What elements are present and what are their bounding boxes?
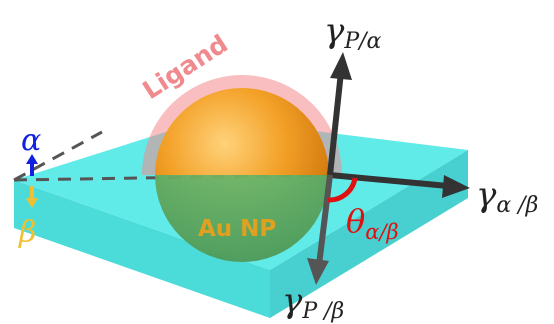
gold-nanoparticle-bottom [155,175,329,262]
dashed-edge-back [13,130,103,182]
gamma-alpha-beta-subscript: α /β [496,193,538,218]
beta-arrowhead [26,198,38,208]
particle-label: Au NP [198,216,276,242]
beta-label: β [18,215,36,250]
alpha-arrowhead [26,154,38,164]
gamma-p-alpha-label: γP/α [324,11,382,54]
gamma-p-beta-symbol: γ [282,281,303,321]
gamma-p-alpha-arrowhead [330,52,352,80]
gamma-p-beta-arrowhead [307,258,329,285]
gamma-alpha-beta-arrowhead [442,175,470,198]
gamma-p-beta-label: γP /β [282,281,344,324]
gamma-p-beta-arrow-shaft [316,174,333,266]
theta-label: θα/β [346,202,399,244]
gamma-alpha-beta-symbol: γ [476,175,497,215]
gamma-p-alpha-symbol: γ [324,11,345,51]
theta-arc [327,177,358,203]
gamma-alpha-beta-arrow-shaft [329,172,449,189]
gold-nanoparticle-top [155,88,329,175]
gamma-p-alpha-arrow-shaft [327,71,344,176]
gamma-p-alpha-subscript: P/α [343,29,381,54]
gamma-alpha-beta-label: γα /β [476,175,538,218]
gamma-p-beta-subscript: P /β [301,299,344,324]
theta-symbol: θ [346,202,365,240]
theta-subscript: α/β [365,220,398,244]
alpha-label: α [21,123,41,158]
slab-front-face [14,180,270,318]
